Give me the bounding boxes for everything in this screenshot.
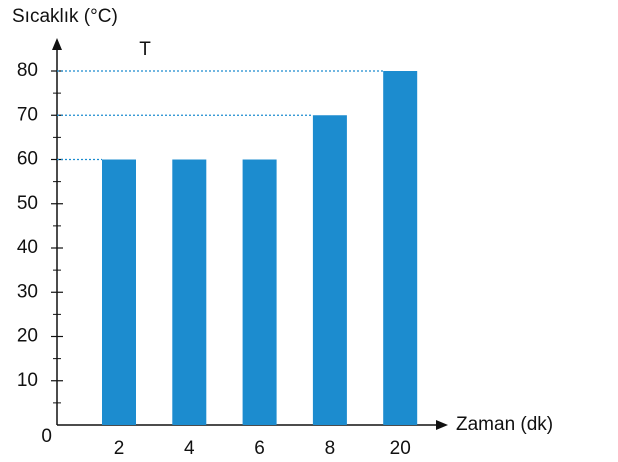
- y-tick-label: 20: [17, 326, 38, 347]
- y-tick-label: 50: [17, 193, 38, 214]
- x-tick-label: 6: [254, 438, 265, 459]
- bar: [312, 115, 347, 425]
- x-tick-label: 4: [184, 438, 195, 459]
- x-tick-label: 8: [325, 438, 336, 459]
- y-axis-label: Sıcaklık (°C): [12, 6, 118, 27]
- bar: [242, 159, 277, 425]
- y-tick-label: 10: [17, 370, 38, 391]
- y-tick-label: 60: [17, 149, 38, 170]
- bar: [172, 159, 207, 425]
- bar: [383, 71, 418, 425]
- annotation: T: [139, 39, 151, 60]
- y-tick-label: 0: [41, 426, 52, 447]
- y-tick-label: 40: [17, 237, 38, 258]
- x-axis-arrow: [436, 420, 448, 430]
- y-tick-label: 80: [17, 60, 38, 81]
- x-tick-label: 20: [390, 438, 411, 459]
- x-tick-label: 2: [114, 438, 125, 459]
- y-tick-label: 30: [17, 281, 38, 302]
- y-tick-label: 70: [17, 104, 38, 125]
- y-axis-arrow: [52, 38, 62, 50]
- bar: [102, 159, 136, 425]
- x-axis-label: Zaman (dk): [456, 414, 553, 435]
